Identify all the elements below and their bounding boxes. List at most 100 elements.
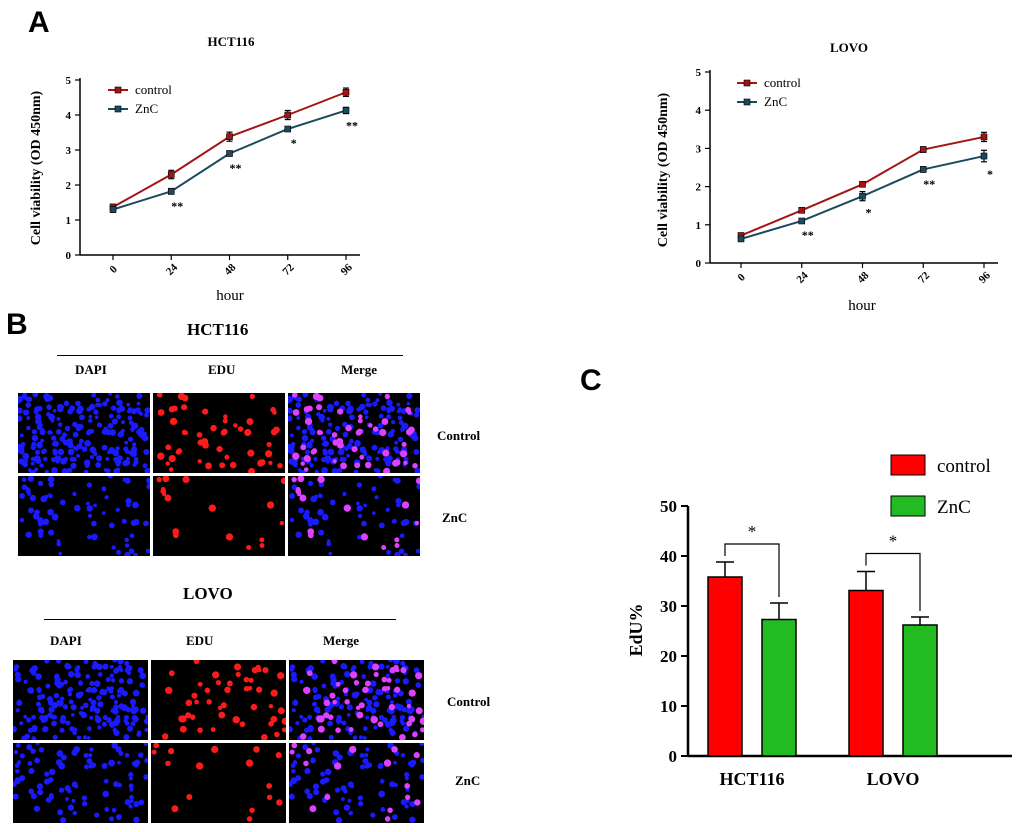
micrograph-dapi-control [18, 393, 150, 473]
y-tick-label: 40 [660, 547, 677, 566]
lovo-col-edu: EDU [186, 633, 214, 648]
chart-title: LOVO [830, 40, 868, 55]
data-point [226, 133, 233, 140]
data-point [167, 188, 175, 195]
panel-letter-a: A [28, 6, 50, 39]
y-tick-label: 30 [660, 597, 677, 616]
micrograph-merge-znc [289, 743, 424, 823]
data-point [109, 206, 117, 213]
micrograph-edu-znc [151, 743, 286, 823]
x-tick-label: 72 [280, 261, 297, 278]
data-point [342, 88, 350, 96]
legend-marker [114, 86, 122, 94]
y-tick-label: 20 [660, 647, 677, 666]
hct116-row-control: Control [437, 428, 481, 443]
significance-mark: * [889, 532, 898, 551]
micrograph-merge-znc [288, 476, 420, 556]
data-point [980, 133, 988, 141]
legend-marker [114, 105, 122, 113]
y-tick-label: 10 [660, 697, 677, 716]
edu-bar-chart: EdU% 0 10 20 30 40 50 HCT116 * LOVO * control ZnC [626, 454, 1012, 789]
hct116-col-dapi: DAPI [75, 362, 107, 377]
y-tick-label: 5 [696, 67, 702, 79]
significance-mark: * [987, 167, 993, 181]
data-point [859, 192, 866, 200]
y-tick-label: 1 [66, 215, 72, 227]
lovo-col-merge: Merge [323, 633, 360, 648]
x-axis-label: hour [216, 288, 244, 304]
micrograph-dapi-znc [13, 743, 148, 823]
data-point [859, 181, 866, 188]
y-tick-label: 1 [696, 220, 702, 232]
legend-label: ZnC [937, 497, 971, 518]
micrograph-dapi-znc [18, 476, 150, 556]
lovo-col-dapi: DAPI [50, 633, 82, 648]
lovo-title-rule [44, 619, 396, 620]
hct116-line-chart: HCT116 Cell viability (OD 450nm) hour 0 1… [29, 34, 360, 304]
hct116-grid-title: HCT116 [187, 320, 249, 339]
data-point [167, 171, 175, 178]
lovo-row-control: Control [447, 694, 491, 709]
y-tick-label: 0 [696, 258, 702, 270]
significance-mark: * [748, 522, 757, 541]
legend-marker [743, 79, 751, 87]
x-tick-label: 24 [164, 261, 181, 278]
significance-mark: * [866, 206, 872, 220]
plot-area: 0 10 20 30 40 50 HCT116 * LOVO * control ZnC [660, 454, 1012, 789]
legend-label: control [764, 75, 801, 90]
x-tick-label: LOVO [867, 769, 920, 789]
y-tick-label: 50 [660, 497, 677, 516]
data-point [284, 111, 292, 119]
data-point [980, 152, 988, 160]
micrograph-edu-control [151, 660, 286, 740]
legend-swatch [890, 495, 926, 517]
data-point [226, 150, 233, 157]
y-tick-label: 5 [66, 75, 72, 87]
legend-label: ZnC [764, 94, 787, 109]
x-tick-label: 0 [108, 263, 121, 276]
hct116-title-rule [57, 355, 403, 356]
data-point [284, 125, 292, 133]
data-point [919, 166, 927, 173]
bar-control-lovo [848, 589, 884, 757]
x-tick-label: 48 [855, 269, 872, 286]
hct116-row-znc: ZnC [442, 510, 468, 525]
legend-label: ZnC [135, 101, 158, 116]
micrograph-edu-znc [153, 476, 285, 556]
x-axis-label: hour [848, 298, 876, 314]
y-tick-label: 4 [696, 105, 702, 117]
data-point [798, 217, 806, 225]
significance-mark: ** [923, 177, 935, 191]
y-axis-label: Cell viability (OD 450nm) [29, 90, 44, 245]
bar-control-hct116 [707, 576, 743, 757]
legend-marker [743, 98, 751, 106]
hct116-col-edu: EDU [208, 362, 236, 377]
significance-mark: ** [171, 199, 183, 213]
x-tick-label: 48 [222, 261, 239, 278]
x-tick-label: HCT116 [719, 769, 784, 789]
y-tick-label: 3 [66, 145, 72, 157]
significance-mark: * [291, 136, 297, 150]
data-point [737, 235, 745, 243]
y-tick-label: 0 [66, 250, 72, 262]
x-tick-label: 96 [339, 261, 356, 278]
micrograph-dapi-control [13, 660, 148, 740]
y-axis-label: EdU% [626, 603, 646, 656]
micrograph-edu-control [153, 393, 285, 473]
significance-bracket [865, 552, 921, 611]
x-tick-label: 24 [794, 269, 811, 286]
bar-znc-hct116 [761, 618, 797, 757]
legend-swatch [890, 454, 926, 476]
panel-letter-b: B [6, 308, 28, 341]
panel-letter-c: C [580, 364, 602, 397]
significance-mark: ** [802, 228, 814, 242]
y-axis-label: Cell viability (OD 450nm) [656, 92, 671, 247]
data-point [919, 146, 927, 153]
x-tick-label: 72 [916, 269, 933, 286]
bar-znc-lovo [902, 624, 938, 757]
legend-label: control [135, 82, 172, 97]
lovo-grid-title: LOVO [183, 584, 233, 603]
y-tick-label: 2 [696, 182, 702, 194]
